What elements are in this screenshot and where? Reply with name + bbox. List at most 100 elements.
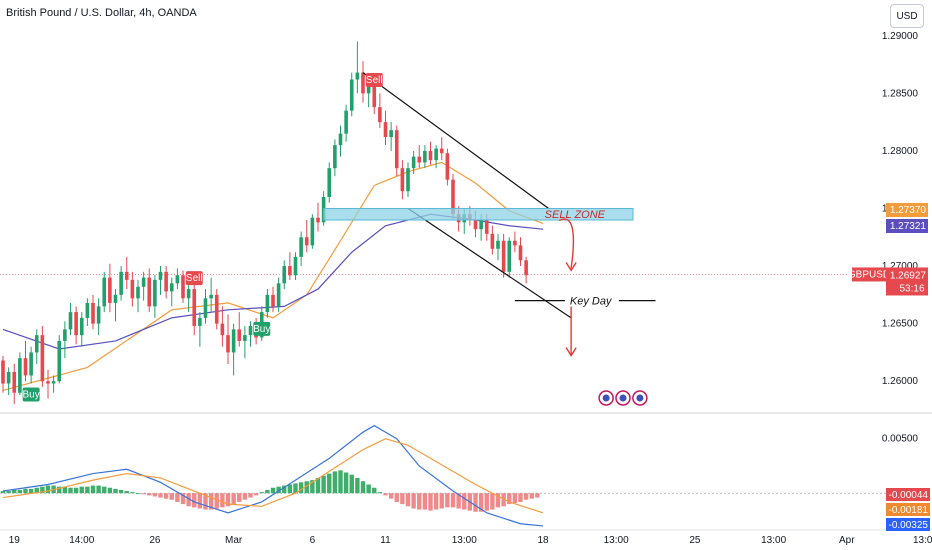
macd-histogram-bar [79, 486, 84, 494]
candle [175, 268, 180, 290]
macd-histogram-bar [332, 471, 338, 494]
macd-histogram-bar [383, 493, 388, 496]
buy-signal-badge: Buy [23, 387, 40, 402]
candle [12, 363, 17, 405]
curved-arrow-head [565, 262, 577, 272]
macd-histogram-bar [248, 493, 253, 498]
candle [147, 268, 152, 313]
currency-button[interactable]: USD [890, 4, 924, 28]
candle [299, 231, 303, 267]
macd-histogram-bar [405, 493, 411, 507]
economic-event-icon [632, 390, 648, 406]
orange-ma-value-label: 1.27370 [890, 205, 927, 216]
candle [304, 220, 309, 253]
candle [40, 325, 45, 387]
orange-ma-value-box [886, 203, 928, 217]
macd-histogram-bar [501, 493, 506, 507]
macd-histogram-bar [349, 474, 354, 494]
macd-histogram-bar [394, 493, 399, 502]
macd-histogram-bar [422, 493, 428, 510]
macd-histogram-bar [327, 473, 332, 494]
macd-histogram-bar [512, 493, 518, 504]
candle [226, 314, 230, 364]
macd-histogram-bar [147, 493, 152, 496]
candle [434, 145, 438, 169]
key-day-label: Key Day [570, 296, 613, 308]
macd-histogram-bar [175, 493, 180, 502]
candle [293, 252, 298, 280]
macd-histogram-bar [478, 493, 484, 512]
candle [214, 289, 219, 330]
macd-histogram-bar [282, 485, 287, 494]
candle [91, 294, 95, 330]
macd-histogram-bar [237, 493, 242, 502]
macd-histogram-bar [85, 486, 90, 494]
macd-histogram-bar [490, 493, 495, 510]
macd-histogram-bar [158, 493, 163, 498]
macd-histogram-bar [163, 493, 169, 499]
macd-tick-label: 0.00500 [882, 434, 919, 445]
candle [1, 355, 5, 393]
time-tick-label: 6 [310, 535, 316, 546]
candle [445, 148, 450, 186]
macd-histogram-bar [417, 493, 422, 510]
candle [46, 369, 50, 399]
candle [349, 72, 354, 117]
candle [68, 302, 73, 336]
candle [428, 141, 433, 165]
macd-histogram-bar [276, 486, 281, 494]
price-tick-label: 1.26500 [882, 319, 919, 330]
candle [265, 289, 270, 318]
candle [518, 237, 523, 267]
macd-histogram-bar [293, 483, 298, 494]
candle [220, 306, 225, 347]
time-tick-label: 13:00 [913, 535, 932, 546]
candle [496, 233, 500, 261]
channel-upper-line [362, 72, 549, 209]
macd-histogram-bar [462, 493, 467, 510]
candle [186, 283, 191, 313]
candle [74, 306, 78, 345]
candle [203, 289, 208, 324]
candle [378, 93, 382, 128]
candle [198, 312, 202, 347]
candle [248, 321, 253, 347]
buy-signal-label: Buy [23, 390, 40, 401]
time-tick-label: Apr [839, 535, 855, 546]
candle [439, 137, 444, 161]
macd-histogram-bar [388, 493, 394, 499]
time-tick-label: 13:00 [452, 535, 477, 546]
macd-histogram-bar [186, 493, 191, 507]
candle [490, 225, 495, 255]
purple-ma-value-label: 1.27321 [890, 221, 927, 232]
candle [406, 162, 410, 197]
macd-histogram-bar [450, 493, 456, 508]
candle [237, 312, 242, 347]
macd-histogram-bar [6, 491, 11, 494]
candle [271, 286, 275, 313]
time-tick-label: 14:00 [69, 535, 94, 546]
candle [288, 252, 292, 280]
candle [361, 61, 365, 103]
time-tick-label: 19 [9, 535, 21, 546]
macd-histogram-bar [169, 493, 174, 500]
candle [153, 275, 157, 318]
macd-histogram-bar [197, 493, 203, 509]
macd-histogram-bar [23, 488, 28, 494]
macd-histogram-bar [135, 493, 141, 495]
macd-histogram-bar [102, 486, 107, 494]
candle [63, 321, 67, 359]
candle [411, 150, 416, 174]
macd-histogram-bar [192, 493, 197, 508]
macd-histogram-bar [0, 491, 6, 494]
candle [57, 335, 62, 384]
macd-line [2, 424, 544, 527]
macd-histogram-bar [535, 493, 540, 498]
macd-histogram-bar [68, 487, 73, 494]
macd-histogram-bar [411, 493, 416, 509]
macd-histogram-bar [523, 493, 529, 500]
candle [113, 289, 118, 322]
macd-histogram-bar [45, 485, 51, 494]
candle [231, 323, 236, 376]
